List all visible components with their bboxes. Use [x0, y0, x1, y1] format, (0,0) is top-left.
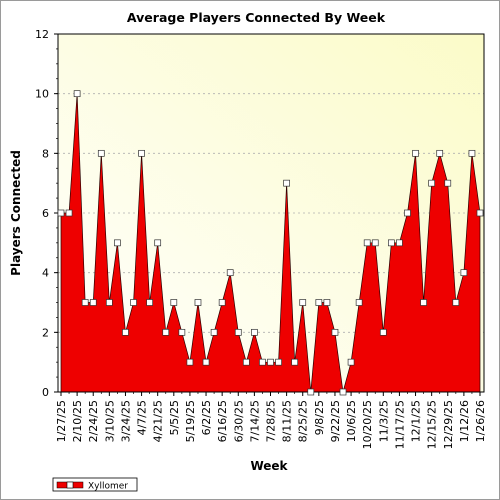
- data-point-marker: [307, 388, 315, 396]
- data-point-marker: [347, 358, 355, 366]
- data-point-marker: [428, 179, 436, 187]
- data-point-marker: [436, 149, 444, 157]
- legend: Xyllomer: [52, 477, 138, 492]
- data-point-marker: [114, 239, 121, 247]
- x-tick-label: 8/11/25: [281, 400, 294, 442]
- data-point-marker: [97, 149, 105, 157]
- data-point-marker: [162, 328, 170, 336]
- data-point-marker: [339, 388, 347, 396]
- series-area-path: [60, 93, 481, 393]
- y-tick-label: 2: [42, 326, 49, 339]
- x-tick-label: 3/24/25: [119, 400, 132, 442]
- data-point-marker: [65, 209, 73, 217]
- data-point-marker: [138, 149, 145, 157]
- data-point-marker: [57, 209, 65, 217]
- data-point-marker: [379, 328, 387, 336]
- x-tick-label: 1/27/25: [55, 400, 68, 442]
- y-tick-label: 6: [42, 207, 49, 220]
- y-tick-label: 4: [42, 267, 49, 280]
- data-point-marker: [275, 358, 282, 366]
- data-point-marker: [396, 239, 403, 247]
- y-axis-ticks: 0 2 4 6 8 10 12: [35, 28, 58, 399]
- y-tick-label: 8: [42, 147, 49, 160]
- x-tick-label: 6/2/25: [200, 400, 213, 435]
- data-point-marker: [267, 358, 274, 366]
- data-point-marker: [283, 179, 290, 187]
- x-tick-label: 2/24/25: [87, 400, 100, 442]
- data-point-marker: [194, 299, 202, 306]
- series-markers: [57, 90, 484, 396]
- y-tick-label: 10: [35, 88, 49, 101]
- data-point-marker: [476, 209, 484, 217]
- data-point-marker: [452, 299, 460, 306]
- x-tick-label: 9/8/25: [313, 400, 326, 435]
- y-tick-label: 12: [35, 28, 49, 41]
- data-point-marker: [355, 299, 363, 306]
- data-point-marker: [331, 328, 339, 336]
- data-point-marker: [363, 239, 371, 247]
- data-point-marker: [210, 328, 218, 336]
- x-tick-label: 7/28/25: [265, 400, 278, 442]
- x-tick-label: 8/25/25: [297, 400, 310, 442]
- x-tick-label: 12/15/25: [426, 400, 439, 449]
- data-point-marker: [178, 328, 186, 336]
- x-tick-label: 12/29/25: [442, 400, 455, 449]
- data-point-marker: [291, 358, 299, 366]
- data-point-marker: [89, 299, 97, 306]
- x-tick-label: 11/17/25: [393, 400, 406, 449]
- x-tick-label: 7/14/25: [248, 400, 261, 442]
- data-point-marker: [259, 358, 266, 366]
- data-point-marker: [105, 299, 113, 306]
- data-point-marker: [468, 149, 476, 157]
- data-point-marker: [130, 299, 137, 306]
- legend-marker: [66, 481, 74, 489]
- data-point-marker: [146, 299, 153, 306]
- x-tick-label: 2/10/25: [71, 400, 84, 442]
- x-tick-label: 9/22/25: [329, 400, 342, 442]
- series-area: [60, 93, 481, 393]
- x-tick-label: 6/16/25: [216, 400, 229, 442]
- data-point-marker: [412, 149, 419, 157]
- y-axis-label: Players Connected: [9, 150, 23, 276]
- y-tick-label: 0: [42, 386, 49, 399]
- x-tick-label: 3/10/25: [103, 400, 116, 442]
- data-point-marker: [73, 90, 81, 98]
- data-point-marker: [218, 299, 226, 306]
- data-point-marker: [122, 328, 129, 336]
- data-point-marker: [234, 328, 242, 336]
- data-point-marker: [299, 299, 307, 306]
- x-tick-label: 12/1/25: [410, 400, 423, 442]
- x-tick-label: 10/20/25: [361, 400, 374, 449]
- data-point-marker: [315, 299, 323, 306]
- x-axis-ticks: 1/27/25 2/10/25 2/24/25 3/10/25 3/24/25 4/7/2…: [55, 392, 487, 449]
- data-point-marker: [242, 358, 250, 366]
- data-point-marker: [81, 299, 89, 306]
- legend-label: Xyllomer: [88, 482, 128, 492]
- data-point-marker: [202, 358, 210, 366]
- chart-title: Average Players Connected By Week: [127, 10, 386, 25]
- x-tick-label: 10/6/25: [345, 400, 358, 442]
- x-axis-label: Week: [250, 459, 288, 473]
- x-tick-label: 5/5/25: [168, 400, 181, 435]
- x-tick-label: 11/3/25: [377, 400, 390, 442]
- data-point-marker: [251, 328, 258, 336]
- data-point-marker: [323, 299, 331, 306]
- x-tick-label: 4/21/25: [152, 400, 165, 442]
- data-point-marker: [170, 299, 178, 306]
- data-point-marker: [420, 299, 427, 306]
- data-point-marker: [460, 269, 468, 277]
- data-point-marker: [388, 239, 395, 247]
- x-tick-label: 5/19/25: [184, 400, 197, 442]
- x-tick-label: 1/12/26: [458, 400, 471, 442]
- x-tick-label: 1/26/26: [474, 400, 487, 442]
- data-point-marker: [154, 239, 162, 247]
- data-point-marker: [371, 239, 379, 247]
- data-point-marker: [226, 269, 234, 277]
- data-point-marker: [444, 179, 452, 187]
- x-tick-label: 6/30/25: [232, 400, 245, 442]
- data-point-marker: [186, 358, 194, 366]
- x-tick-label: 4/7/25: [136, 400, 149, 435]
- data-point-marker: [404, 209, 411, 217]
